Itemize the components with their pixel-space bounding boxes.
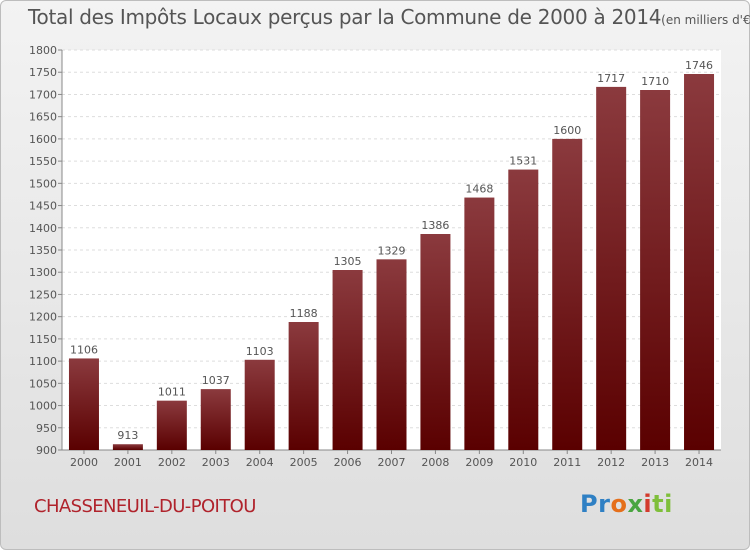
bar-2000 — [68, 358, 99, 450]
y-tick-label: 1150 — [29, 333, 57, 346]
bar-2009 — [464, 197, 495, 450]
bar-2011 — [552, 138, 583, 450]
bar-2008 — [420, 234, 451, 450]
y-tick-label: 1250 — [29, 288, 57, 301]
y-tick-label: 1600 — [29, 133, 57, 146]
logo-part-2: o — [610, 490, 628, 518]
bar-value-label: 1106 — [70, 343, 98, 356]
y-tick-label: 1100 — [29, 355, 57, 368]
bar-2002 — [156, 400, 187, 450]
commune-name: CHASSENEUIL-DU-POITOU — [34, 496, 256, 517]
x-tick-label: 2014 — [685, 456, 713, 469]
chart-title: Total des Impôts Locaux perçus par la Co… — [28, 5, 750, 29]
x-tick-label: 2010 — [509, 456, 537, 469]
y-tick-label: 1200 — [29, 311, 57, 324]
y-tick-label: 1800 — [29, 44, 57, 57]
y-tick-label: 1550 — [29, 155, 57, 168]
logo-part-3: x — [627, 490, 644, 518]
x-tick-label: 2006 — [334, 456, 362, 469]
bar-value-label: 913 — [117, 429, 138, 442]
chart-unit-note: (en milliers d'€) — [661, 13, 750, 27]
bar-2005 — [288, 322, 319, 450]
bar-2004 — [244, 359, 275, 450]
bar-2003 — [200, 389, 231, 450]
x-tick-label: 2012 — [597, 456, 625, 469]
y-tick-label: 1750 — [29, 66, 57, 79]
bar-value-label: 1386 — [421, 219, 449, 232]
bar-2006 — [332, 270, 363, 450]
y-tick-label: 1450 — [29, 200, 57, 213]
bar-value-label: 1468 — [465, 183, 493, 196]
x-tick-label: 2000 — [70, 456, 98, 469]
bar-value-label: 1011 — [158, 386, 186, 399]
y-tick-label: 1500 — [29, 177, 57, 190]
bar-value-label: 1531 — [509, 155, 537, 168]
x-tick-label: 2007 — [378, 456, 406, 469]
bar-value-label: 1305 — [334, 255, 362, 268]
y-tick-label: 1300 — [29, 266, 57, 279]
bar-value-label: 1717 — [597, 72, 625, 85]
x-tick-label: 2001 — [114, 456, 142, 469]
y-tick-label: 1400 — [29, 222, 57, 235]
y-tick-label: 1050 — [29, 377, 57, 390]
x-tick-label: 2011 — [553, 456, 581, 469]
y-tick-label: 1650 — [29, 111, 57, 124]
bar-value-label: 1329 — [378, 244, 406, 257]
bar-2014 — [684, 74, 715, 450]
bar-value-label: 1188 — [290, 307, 318, 320]
x-tick-label: 2003 — [202, 456, 230, 469]
bar-2007 — [376, 259, 407, 450]
bar-value-label: 1710 — [641, 75, 669, 88]
x-tick-label: 2008 — [421, 456, 449, 469]
y-tick-label: 1350 — [29, 244, 57, 257]
bar-value-label: 1103 — [246, 345, 274, 358]
bar-value-label: 1746 — [685, 59, 713, 72]
x-tick-label: 2002 — [158, 456, 186, 469]
logo-part-1: Pr — [580, 490, 611, 518]
x-tick-label: 2013 — [641, 456, 669, 469]
x-tick-label: 2004 — [246, 456, 274, 469]
logo-part-5: ti — [652, 490, 673, 518]
bar-value-label: 1600 — [553, 124, 581, 137]
bar-2012 — [596, 86, 627, 450]
bar-2010 — [508, 169, 539, 451]
bar-value-label: 1037 — [202, 374, 230, 387]
y-tick-label: 900 — [36, 444, 57, 457]
logo-part-4: i — [643, 490, 653, 518]
y-tick-label: 1000 — [29, 400, 57, 413]
y-tick-label: 950 — [36, 422, 57, 435]
x-tick-label: 2009 — [465, 456, 493, 469]
y-tick-label: 1700 — [29, 88, 57, 101]
x-tick-label: 2005 — [290, 456, 318, 469]
bar-2013 — [640, 90, 671, 450]
chart-title-text: Total des Impôts Locaux perçus par la Co… — [28, 5, 662, 29]
bar-2001 — [112, 444, 143, 450]
proxiti-logo: Proxiti — [580, 490, 673, 518]
